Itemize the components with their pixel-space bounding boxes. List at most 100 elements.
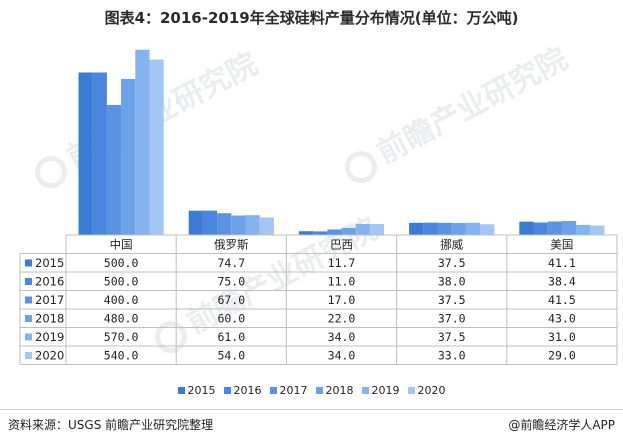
bar (106, 105, 122, 235)
bar (231, 215, 246, 235)
legend-item: 2015 (177, 384, 216, 397)
bar (547, 221, 562, 235)
legend-swatch (223, 387, 231, 394)
bar (423, 222, 438, 235)
data-label: 60.0 (217, 312, 245, 326)
category-label: 中国 (110, 238, 133, 252)
legend-swatch (315, 387, 323, 394)
bar (590, 225, 605, 235)
category-label: 巴西 (330, 238, 353, 252)
bar (561, 221, 577, 235)
legend-label: 2016 (233, 384, 262, 397)
series-name: 2018 (35, 312, 64, 326)
bar (465, 222, 481, 235)
legend-swatch (25, 296, 32, 304)
series-name: 2019 (35, 330, 64, 344)
category-label: 俄罗斯 (214, 238, 249, 252)
bar (298, 231, 314, 235)
data-label: 37.5 (438, 293, 466, 307)
legend-item: 2019 (361, 384, 400, 397)
data-label: 41.5 (548, 293, 576, 307)
data-label: 74.7 (217, 256, 245, 270)
bar (259, 217, 274, 235)
bar (313, 231, 328, 235)
chart-title: 图表4：2016-2019年全球硅料产量分布情况(单位：万公吨) (104, 9, 519, 27)
series-name: 2015 (35, 256, 64, 270)
data-label: 33.0 (438, 349, 466, 363)
legend-swatch (361, 387, 369, 394)
bar (341, 227, 356, 235)
legend-label: 2019 (371, 384, 400, 397)
legend-swatch (25, 278, 32, 285)
legend-item: 2017 (269, 384, 308, 397)
data-label: 29.0 (548, 349, 576, 363)
legend-label: 2020 (417, 384, 446, 397)
source-note: 资料来源：USGS 前瞻产业研究院整理 (8, 418, 214, 432)
data-label: 17.0 (328, 293, 356, 307)
legend-swatch (25, 352, 32, 359)
legend-swatch (269, 387, 277, 394)
bar (121, 79, 136, 235)
legend-item: 2016 (223, 384, 262, 397)
legend-swatch (25, 315, 32, 322)
data-label: 54.0 (217, 349, 245, 363)
bar (245, 215, 260, 235)
data-label: 37.5 (438, 330, 466, 344)
legend-swatch (407, 387, 415, 394)
category-label: 挪威 (440, 238, 463, 252)
data-label: 41.1 (548, 256, 576, 270)
series-name: 2020 (35, 349, 64, 363)
brand-label: @前瞻经济学人APP (508, 418, 615, 432)
data-label: 11.0 (328, 275, 356, 289)
data-label: 11.7 (328, 256, 356, 270)
bar (451, 222, 466, 235)
data-label: 480.0 (104, 312, 139, 326)
data-label: 75.0 (217, 275, 245, 289)
data-label: 540.0 (104, 349, 139, 363)
bar (217, 213, 232, 235)
footer: 资料来源：USGS 前瞻产业研究院整理 @前瞻经济学人APP (0, 409, 623, 442)
data-label: 31.0 (548, 330, 576, 344)
legend-item: 2020 (407, 384, 446, 397)
data-label: 61.0 (217, 330, 245, 344)
data-label: 37.0 (438, 312, 466, 326)
legend-item: 2018 (315, 384, 354, 397)
legend-label: 2015 (187, 384, 216, 397)
data-label: 34.0 (328, 349, 356, 363)
legend-swatch (25, 333, 32, 341)
bar (437, 222, 452, 235)
series-name: 2017 (35, 293, 64, 307)
bar (519, 221, 534, 235)
data-label: 400.0 (104, 293, 139, 307)
series-name: 2016 (35, 275, 64, 289)
bar (149, 59, 164, 235)
legend-label: 2017 (279, 384, 308, 397)
data-label: 38.0 (438, 275, 466, 289)
bar (480, 224, 495, 235)
data-label: 22.0 (328, 312, 356, 326)
bar (576, 224, 591, 235)
data-label: 570.0 (104, 330, 139, 344)
bar (188, 210, 203, 235)
data-label: 37.5 (438, 256, 466, 270)
bar (135, 49, 150, 235)
legend-swatch (25, 259, 32, 267)
data-label: 38.4 (548, 275, 576, 289)
data-label: 500.0 (104, 275, 139, 289)
data-label: 500.0 (104, 256, 139, 270)
bar (327, 229, 342, 235)
bar (78, 72, 93, 235)
bar (409, 222, 424, 235)
bar (369, 223, 385, 235)
legend: 2015 2016 2017 2018 2019 2020 (0, 384, 623, 397)
category-label: 美国 (550, 238, 573, 252)
data-label: 34.0 (328, 330, 356, 344)
chart-area: 中国 俄罗斯 巴西 挪威 美国 2015 500.0 74.7 11.7 37.5 41.1 2016… (19, 49, 618, 365)
legend-swatch (177, 387, 185, 394)
data-label: 43.0 (548, 312, 576, 326)
bar (533, 222, 548, 235)
bar (92, 72, 107, 235)
bar (202, 210, 218, 235)
bar (355, 223, 370, 235)
legend-label: 2018 (325, 384, 354, 397)
